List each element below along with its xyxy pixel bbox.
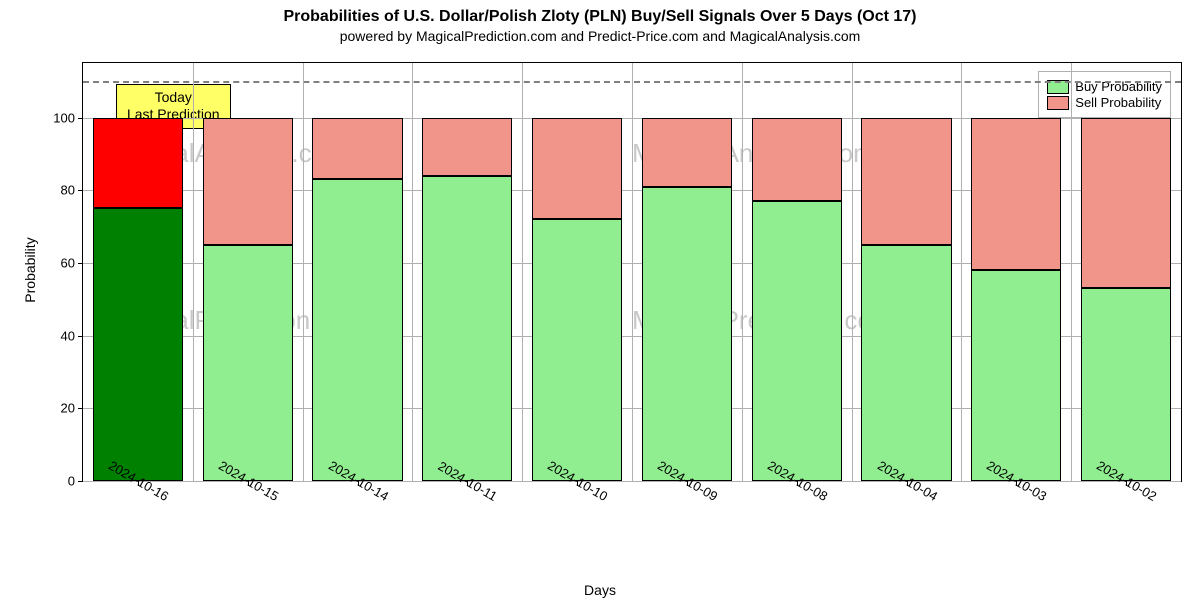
bar-group <box>861 63 951 481</box>
gridline-v <box>522 63 523 481</box>
chart-container: Probabilities of U.S. Dollar/Polish Zlot… <box>0 0 1200 600</box>
gridline-v <box>193 63 194 481</box>
bar-sell <box>203 118 293 245</box>
gridline-v <box>412 63 413 481</box>
ytick-mark <box>78 118 83 119</box>
bar-group <box>1081 63 1171 481</box>
gridline-v <box>1071 63 1072 481</box>
bar-sell <box>422 118 512 176</box>
bar-sell <box>642 118 732 187</box>
bar-sell <box>861 118 951 245</box>
bar-sell <box>1081 118 1171 289</box>
y-axis-label: Probability <box>22 237 38 302</box>
bar-sell <box>532 118 622 220</box>
bar-buy <box>642 187 732 481</box>
gridline-v <box>632 63 633 481</box>
ytick-label: 80 <box>61 183 75 198</box>
bar-buy <box>971 270 1061 481</box>
ytick-mark <box>78 408 83 409</box>
bar-buy <box>861 245 951 481</box>
gridline-v <box>303 63 304 481</box>
bar-buy <box>203 245 293 481</box>
ytick-label: 20 <box>61 401 75 416</box>
bar-buy <box>422 176 512 481</box>
gridline-v <box>961 63 962 481</box>
bar-group <box>422 63 512 481</box>
bar-sell <box>752 118 842 202</box>
ytick-label: 100 <box>53 110 75 125</box>
bar-group <box>752 63 842 481</box>
ytick-label: 60 <box>61 255 75 270</box>
chart-title: Probabilities of U.S. Dollar/Polish Zlot… <box>0 0 1200 26</box>
ytick-mark <box>78 263 83 264</box>
bar-buy <box>752 201 842 481</box>
ytick-mark <box>78 336 83 337</box>
ytick-label: 0 <box>68 474 75 489</box>
bar-buy <box>93 208 183 481</box>
ytick-label: 40 <box>61 328 75 343</box>
ytick-mark <box>78 481 83 482</box>
bar-group <box>532 63 622 481</box>
bar-group <box>203 63 293 481</box>
chart-subtitle: powered by MagicalPrediction.com and Pre… <box>0 26 1200 44</box>
x-axis-label: Days <box>584 582 616 598</box>
bar-buy <box>312 179 402 481</box>
gridline-v <box>742 63 743 481</box>
bar-buy <box>1081 288 1171 481</box>
bar-sell <box>971 118 1061 271</box>
bar-sell <box>312 118 402 180</box>
bar-group <box>971 63 1061 481</box>
bar-group <box>312 63 402 481</box>
bar-sell <box>93 118 183 209</box>
bar-group <box>93 63 183 481</box>
ytick-mark <box>78 190 83 191</box>
plot-wrapper: MagicalAnalysis.com MagicalAnalysis.com … <box>82 62 1182 482</box>
bar-buy <box>532 219 622 481</box>
gridline-v <box>852 63 853 481</box>
bar-group <box>642 63 732 481</box>
plot-area: MagicalAnalysis.com MagicalAnalysis.com … <box>82 62 1182 482</box>
